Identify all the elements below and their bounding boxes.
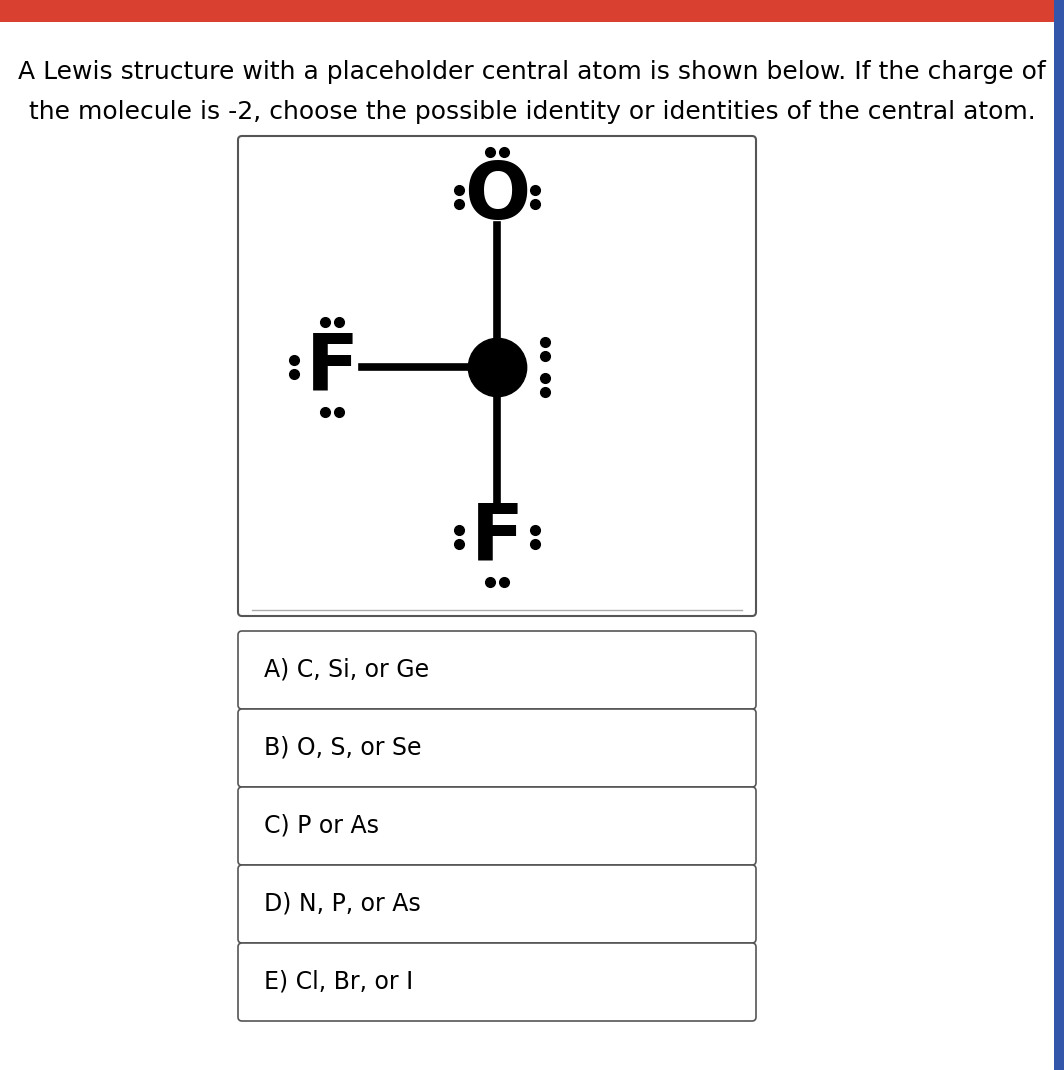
Text: F: F xyxy=(305,328,359,406)
Text: O: O xyxy=(464,159,530,235)
FancyBboxPatch shape xyxy=(238,136,757,616)
Text: B) O, S, or Se: B) O, S, or Se xyxy=(264,736,421,760)
FancyBboxPatch shape xyxy=(238,788,757,865)
Text: C) P or As: C) P or As xyxy=(264,814,379,838)
Text: F: F xyxy=(470,499,523,575)
FancyBboxPatch shape xyxy=(238,943,757,1021)
FancyBboxPatch shape xyxy=(238,709,757,788)
FancyBboxPatch shape xyxy=(238,865,757,943)
Text: A) C, Si, or Ge: A) C, Si, or Ge xyxy=(264,658,429,682)
Bar xyxy=(0,0,1064,22)
Text: E) Cl, Br, or I: E) Cl, Br, or I xyxy=(264,970,413,994)
Text: D) N, P, or As: D) N, P, or As xyxy=(264,892,420,916)
FancyBboxPatch shape xyxy=(238,631,757,709)
Bar xyxy=(1054,0,1064,1070)
Text: A Lewis structure with a placeholder central atom is shown below. If the charge : A Lewis structure with a placeholder cen… xyxy=(18,60,1046,85)
Text: the molecule is -2, choose the possible identity or identities of the central at: the molecule is -2, choose the possible … xyxy=(29,100,1035,124)
